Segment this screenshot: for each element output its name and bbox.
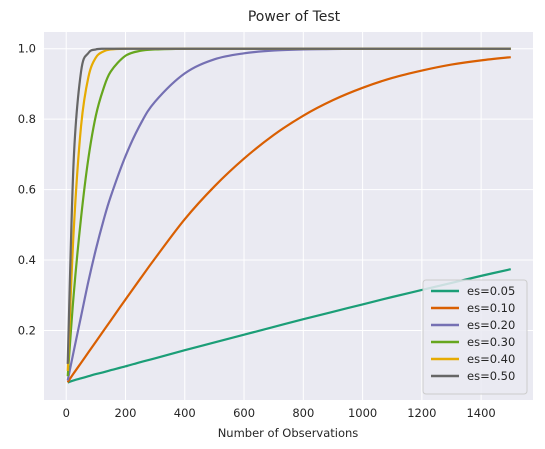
x-tick-label: 200 <box>115 406 137 420</box>
series-lines <box>66 47 512 384</box>
y-tick-label: 0.4 <box>18 253 36 267</box>
chart-title: Power of Test <box>248 9 341 25</box>
legend-label: es=0.40 <box>467 352 515 366</box>
x-axis-ticks: 0 200 400 600 800 1000 1200 1400 <box>63 406 496 420</box>
legend-label: es=0.50 <box>467 369 515 383</box>
grid <box>44 32 533 400</box>
y-axis-ticks: 0.2 0.4 0.6 0.8 1.0 <box>18 42 36 338</box>
y-tick-label: 0.6 <box>18 183 36 197</box>
legend-label: es=0.05 <box>467 284 515 298</box>
legend-label: es=0.10 <box>467 301 515 315</box>
legend: es=0.05 es=0.10 es=0.20 es=0.30 es=0.40 es=0.… <box>422 279 528 395</box>
legend-label: es=0.30 <box>467 335 515 349</box>
x-tick-label: 1000 <box>348 406 377 420</box>
series-line-es-0-05 <box>67 268 512 384</box>
series-line-es-0-50 <box>66 47 511 364</box>
x-tick-label: 800 <box>292 406 314 420</box>
x-tick-label: 0 <box>63 406 70 420</box>
y-tick-label: 0.2 <box>18 323 36 337</box>
y-tick-label: 0.8 <box>18 112 36 126</box>
x-tick-label: 1400 <box>466 406 495 420</box>
legend-label: es=0.20 <box>467 318 515 332</box>
series-line-es-0-10 <box>66 56 511 383</box>
x-tick-label: 1200 <box>407 406 436 420</box>
y-tick-label: 1.0 <box>18 42 36 56</box>
x-axis-label: Number of Observations <box>218 426 359 440</box>
x-tick-label: 400 <box>174 406 196 420</box>
legend-entries: es=0.05 es=0.10 es=0.20 es=0.30 es=0.40 es=0.… <box>431 284 515 383</box>
x-tick-label: 600 <box>233 406 255 420</box>
